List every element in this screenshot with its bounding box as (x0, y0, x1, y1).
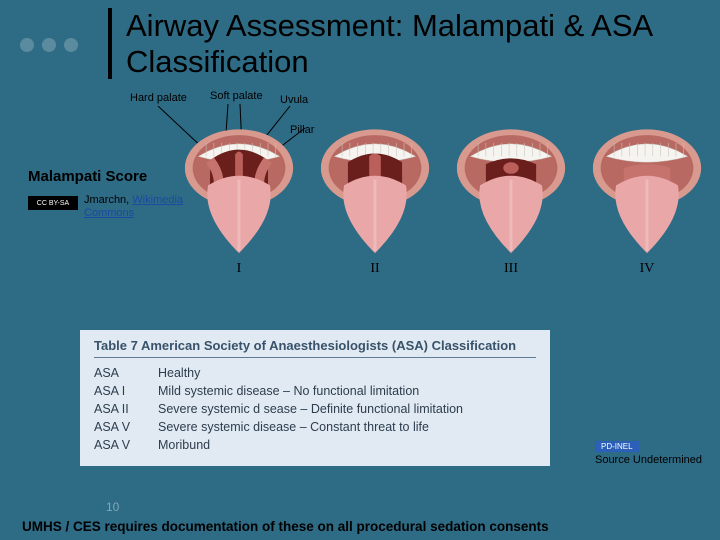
footer-note: UMHS / CES requires documentation of the… (22, 519, 549, 534)
image-attribution: Jmarchn, Wikimedia Commons (84, 194, 183, 220)
asa-row: ASA VMoribund (94, 436, 536, 454)
asa-table: Table 7 American Society of Anaesthesiol… (80, 330, 550, 466)
roman-label: IV (640, 261, 655, 277)
cc-badge-text: CC BY-SA (37, 200, 69, 207)
cc-by-sa-badge: CC BY-SA (28, 196, 78, 210)
asa-source: PD-INEL Source Undetermined (595, 440, 702, 466)
commons-link[interactable]: Commons (84, 207, 134, 219)
slide-bullet-decor (20, 38, 78, 52)
mallampati-figures: I II III IV (180, 110, 710, 300)
asa-code: ASA I (94, 384, 158, 398)
wikimedia-link[interactable]: Wikimedia (132, 194, 183, 206)
asa-code: ASA V (94, 438, 158, 452)
asa-desc: Healthy (158, 366, 200, 380)
asa-desc: Severe systemic d sease – Definite funct… (158, 402, 463, 416)
malampati-heading: Malampati Score (28, 168, 147, 185)
page-title: Airway Assessment: Malampati & ASA Class… (126, 8, 698, 79)
asa-desc: Severe systemic disease – Constant threa… (158, 420, 429, 434)
asa-row: ASA IISevere systemic d sease – Definite… (94, 400, 536, 418)
mallampati-class-II: II (316, 110, 434, 277)
asa-code: ASA II (94, 402, 158, 416)
slide-number: 10 (106, 500, 119, 514)
roman-label: III (504, 261, 518, 277)
asa-table-title: Table 7 American Society of Anaesthesiol… (94, 338, 536, 358)
mallampati-class-III: III (452, 110, 570, 277)
asa-desc: Moribund (158, 438, 210, 452)
title-block: Airway Assessment: Malampati & ASA Class… (108, 8, 698, 79)
pd-badge: PD-INEL (595, 441, 639, 452)
attribution-author: Jmarchn, (84, 194, 132, 206)
mallampati-class-IV: IV (588, 110, 706, 277)
asa-code: ASA (94, 366, 158, 380)
mallampati-class-I: I (180, 110, 298, 277)
source-text: Source Undetermined (595, 454, 702, 466)
roman-label: II (370, 261, 379, 277)
asa-row: ASA IMild systemic disease – No function… (94, 382, 536, 400)
asa-code: ASA V (94, 420, 158, 434)
roman-label: I (237, 261, 242, 277)
asa-desc: Mild systemic disease – No functional li… (158, 384, 419, 398)
asa-row: ASA VSevere systemic disease – Constant … (94, 418, 536, 436)
asa-row: ASAHealthy (94, 364, 536, 382)
